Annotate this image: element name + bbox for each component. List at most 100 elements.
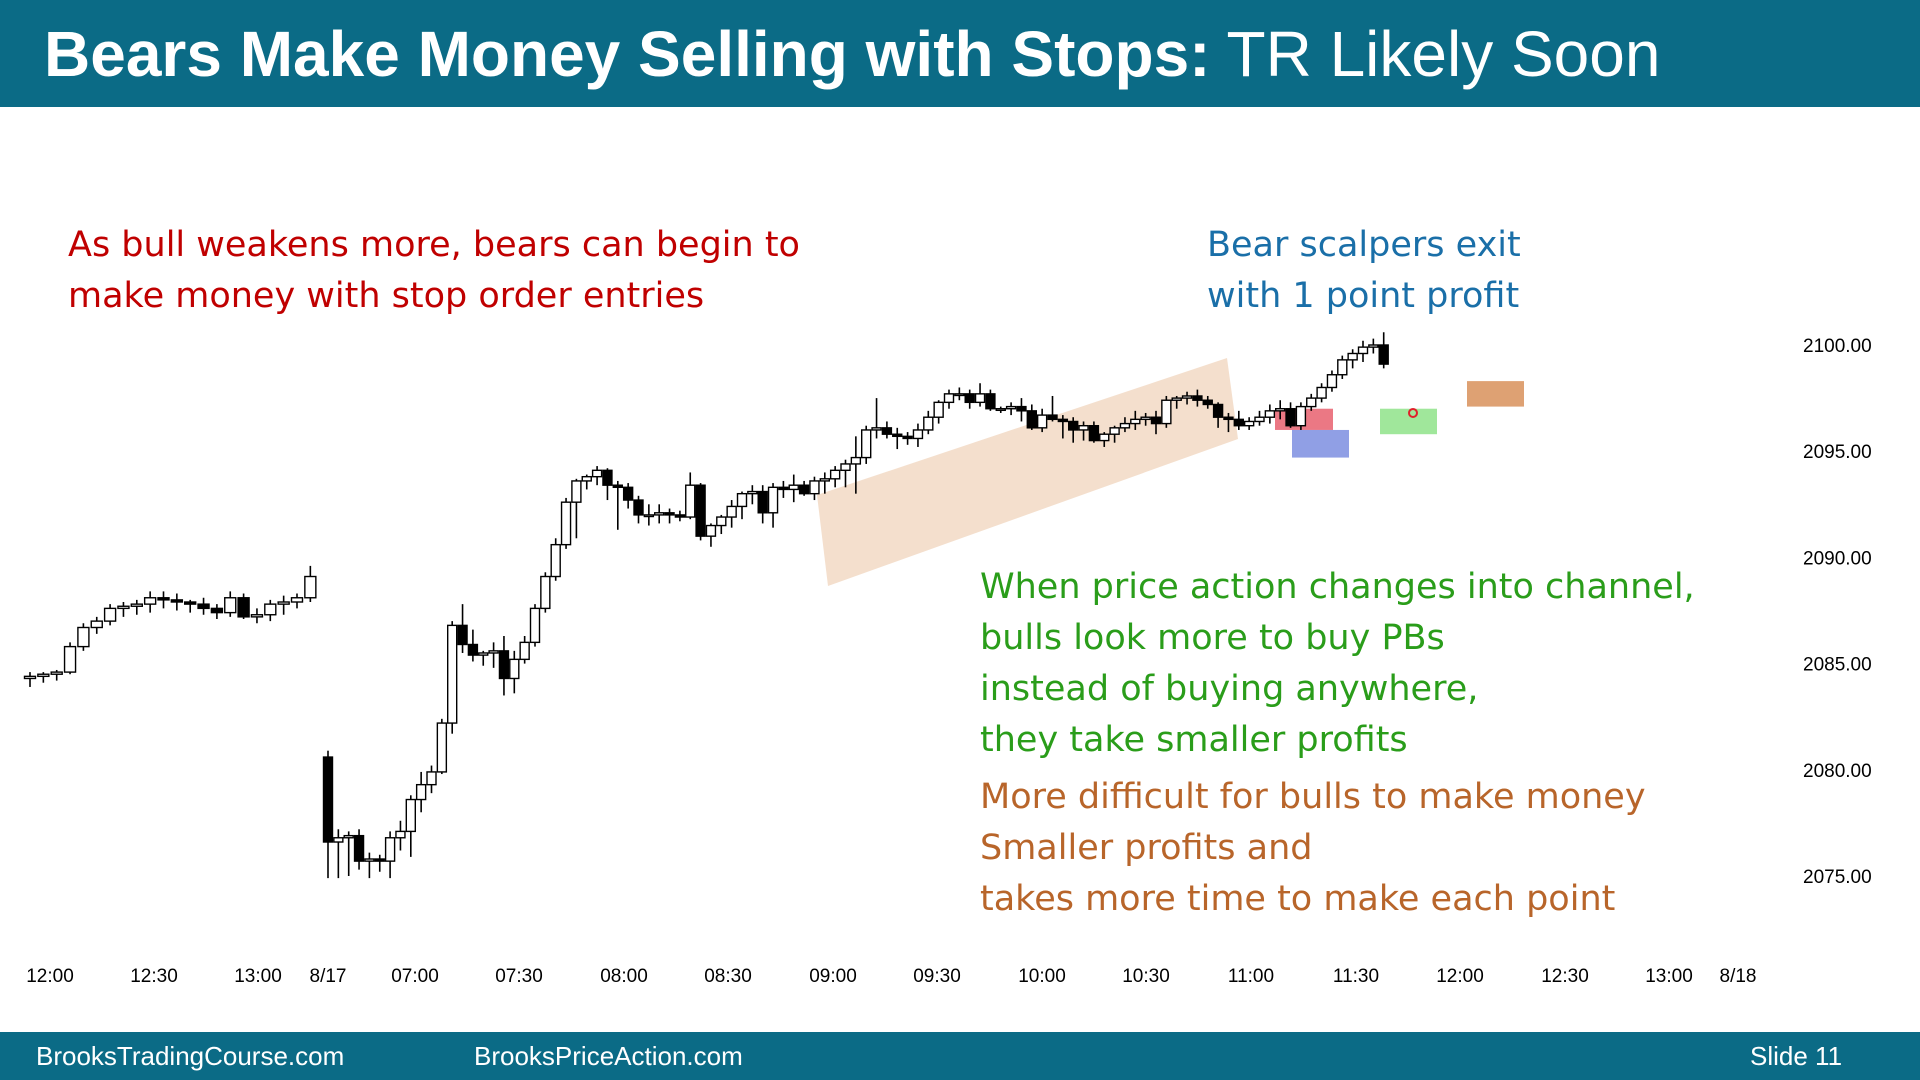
candle <box>143 591 157 613</box>
candle <box>560 497 572 549</box>
candlestick-chart: 2100.00 2095.00 2090.00 2085.00 2080.00 2075.… <box>23 332 1872 987</box>
candle-body-bear <box>322 756 334 843</box>
y-tick-label: 2095.00 <box>1803 442 1872 463</box>
candle <box>237 593 250 619</box>
candle-body-bull <box>1264 410 1276 418</box>
candle-body-bull <box>290 597 304 603</box>
x-tick-label: 07:30 <box>495 966 543 987</box>
candle-body-bull <box>1357 346 1369 355</box>
candle-body-bear <box>183 601 197 605</box>
candle-body-bull <box>264 603 277 616</box>
candle <box>591 466 603 486</box>
candle <box>467 629 479 662</box>
candle <box>912 423 924 447</box>
candle <box>1140 412 1151 426</box>
candle-body-bull <box>1119 422 1131 429</box>
candle-body-bull <box>654 512 665 516</box>
candle-body-bear <box>881 427 893 435</box>
annotation-channel-line-2: bulls look more to buy PBs <box>980 618 1445 658</box>
candle-body-bull <box>850 456 862 465</box>
candle <box>892 427 903 450</box>
candle <box>995 406 1006 413</box>
candle-body-bull <box>591 469 603 478</box>
candle-body-bull <box>726 505 737 518</box>
candle-body-bull <box>685 484 696 518</box>
x-tick-label: 12:00 <box>1436 966 1484 987</box>
candle <box>923 410 934 435</box>
candle <box>170 593 184 611</box>
candle <box>1357 340 1369 362</box>
candle-body-bull <box>304 575 317 599</box>
candle-body-bull <box>250 614 264 618</box>
candle-session-1 <box>23 565 317 687</box>
candle-body-bull <box>540 575 551 610</box>
candle <box>1192 389 1203 407</box>
candle-body-bull <box>716 516 727 527</box>
candle <box>509 650 520 694</box>
y-tick-label: 2100.00 <box>1803 336 1872 357</box>
candle-body-bull <box>571 480 582 503</box>
candle-body-bull <box>1368 344 1379 348</box>
candle-body-bear <box>695 484 706 537</box>
candle-body-bear <box>353 834 365 862</box>
candle <box>1264 404 1276 424</box>
candle-body-bull <box>736 492 748 508</box>
candle <box>130 599 144 615</box>
candle <box>447 621 458 734</box>
x-tick-label: 8/17 <box>310 966 347 987</box>
annotation-difficult: More difficult for bulls to make money S… <box>980 772 1646 925</box>
candle-body-bull <box>415 783 427 801</box>
x-tick-label: 08:00 <box>600 966 648 987</box>
candle <box>50 669 63 681</box>
candle <box>747 485 758 505</box>
candle-body-bull <box>550 543 561 578</box>
x-tick-label: 10:30 <box>1122 966 1170 987</box>
y-tick-label: 2085.00 <box>1803 655 1872 676</box>
candle-body-bull <box>788 484 799 491</box>
annotation-bull-weakens: As bull weakens more, bears can begin to… <box>68 220 800 322</box>
candle <box>1150 410 1162 435</box>
candle <box>943 389 955 409</box>
candle-body-bear <box>1057 418 1069 423</box>
candle-body-bear <box>622 486 634 501</box>
candle-body-bull <box>809 480 820 495</box>
candle <box>829 466 841 488</box>
candle <box>550 538 561 581</box>
candle <box>488 642 499 668</box>
candle <box>716 514 727 535</box>
candle-body-bear <box>237 597 250 618</box>
candle-session-2 <box>322 332 1389 879</box>
annotation-bull-weakens-line-2: make money with stop order entries <box>68 276 705 316</box>
candle <box>478 650 489 666</box>
candle-body-bull <box>395 830 406 839</box>
candle-body-bear <box>1378 344 1389 365</box>
candle <box>664 508 675 524</box>
candle-body-bear <box>902 435 913 440</box>
candle-body-bull <box>1254 416 1265 423</box>
candle <box>954 387 965 401</box>
candle-body-bull <box>529 607 541 644</box>
candle <box>290 593 304 609</box>
candle <box>1088 421 1100 443</box>
x-tick-label: 09:30 <box>913 966 961 987</box>
candle <box>726 500 737 528</box>
entry-marker <box>1408 407 1418 418</box>
candle <box>384 831 396 879</box>
candle-body-bear <box>467 643 479 656</box>
candle <box>63 642 77 675</box>
candle <box>1347 349 1358 369</box>
candle <box>778 480 789 498</box>
annotation-channel-line-1: When price action changes into channel, <box>980 567 1695 607</box>
x-tick-label: 11:30 <box>1333 966 1379 987</box>
candle <box>77 623 90 651</box>
candle-body-bear <box>1285 408 1296 427</box>
x-tick-label: 07:00 <box>391 966 439 987</box>
candle-body-bull <box>995 408 1006 412</box>
candle-body-bear <box>602 469 613 486</box>
candle-body-bull <box>50 671 63 675</box>
candle-body-bear <box>1202 399 1213 406</box>
candle-body-bull <box>343 834 354 839</box>
y-tick-label: 2075.00 <box>1803 867 1872 888</box>
candle-body-bull <box>63 645 77 673</box>
candle <box>1326 370 1338 392</box>
